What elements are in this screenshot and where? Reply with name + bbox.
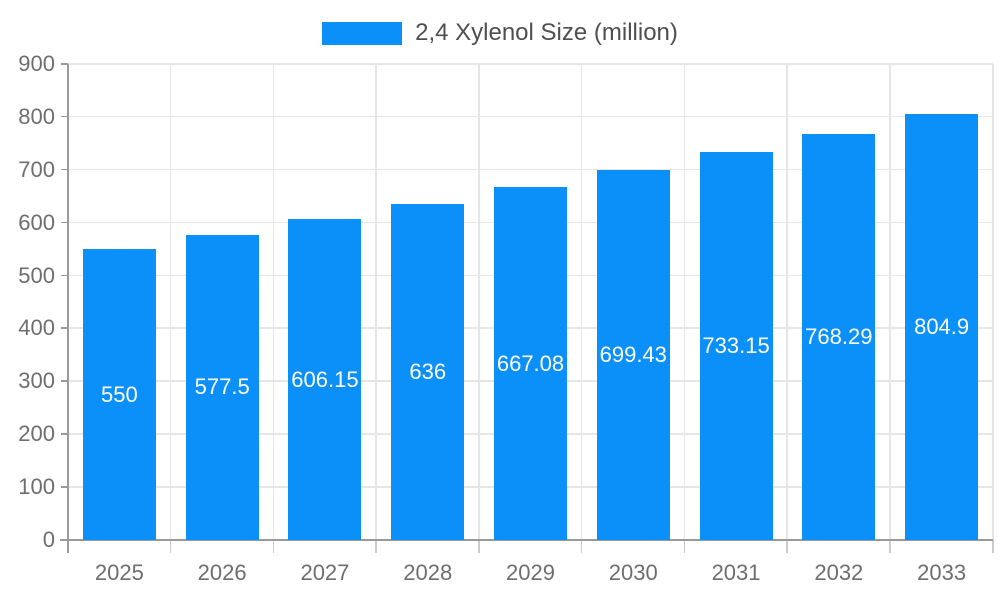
x-gridline bbox=[169, 64, 172, 540]
y-gridline bbox=[68, 115, 993, 118]
bar-value-label: 577.5 bbox=[194, 374, 250, 400]
y-axis-tick bbox=[61, 274, 68, 277]
y-axis-tick bbox=[61, 115, 68, 118]
y-axis-tick bbox=[61, 380, 68, 382]
x-gridline bbox=[375, 64, 377, 540]
y-axis-label: 200 bbox=[18, 421, 55, 447]
y-axis-tick bbox=[61, 221, 68, 224]
x-axis-label-2026: 2026 bbox=[197, 560, 247, 585]
x-axis-tick bbox=[272, 540, 275, 553]
bar-value-label: 606.15 bbox=[291, 366, 359, 392]
bar-2025[interactable] bbox=[82, 249, 156, 540]
x-axis-tick bbox=[992, 540, 994, 553]
bar-2029[interactable] bbox=[494, 187, 567, 540]
x-axis-tick bbox=[580, 540, 583, 553]
y-axis-label: 600 bbox=[18, 209, 55, 235]
x-axis-tick bbox=[375, 540, 377, 553]
y-axis-tick bbox=[61, 168, 68, 171]
bar-2026[interactable] bbox=[185, 234, 259, 540]
y-axis-label: 400 bbox=[18, 315, 55, 341]
bar-value-label: 550 bbox=[101, 381, 138, 407]
x-axis-label-2033: 2033 bbox=[917, 560, 967, 585]
bar-2030[interactable] bbox=[596, 170, 670, 540]
y-axis-label: 100 bbox=[18, 474, 55, 500]
x-axis-label-2031: 2031 bbox=[711, 560, 761, 585]
x-axis-tick bbox=[683, 540, 686, 553]
y-axis-label: 700 bbox=[18, 156, 55, 182]
bar-2031[interactable] bbox=[699, 152, 773, 540]
bar-value-label: 768.29 bbox=[805, 323, 873, 349]
x-gridline bbox=[272, 64, 275, 540]
y-axis-tick bbox=[61, 327, 68, 329]
y-axis-label: 300 bbox=[18, 368, 55, 394]
x-axis-tick bbox=[889, 540, 891, 553]
y-axis-tick bbox=[61, 63, 68, 65]
x-gridline bbox=[580, 64, 583, 540]
bar-value-label: 699.43 bbox=[599, 342, 667, 368]
x-axis-label-2025: 2025 bbox=[94, 560, 144, 585]
x-axis-tick bbox=[786, 540, 788, 553]
y-gridline bbox=[68, 168, 993, 171]
bar-value-label: 804.9 bbox=[914, 314, 970, 340]
x-gridline bbox=[889, 64, 891, 540]
bar-2028[interactable] bbox=[391, 203, 465, 540]
x-gridline bbox=[992, 64, 994, 540]
y-axis-line bbox=[67, 64, 69, 553]
x-axis-label-2029: 2029 bbox=[506, 560, 555, 585]
x-axis-tick bbox=[169, 540, 172, 553]
x-gridline bbox=[786, 64, 788, 540]
y-axis-tick bbox=[61, 433, 68, 435]
bar-2027[interactable] bbox=[288, 219, 362, 540]
x-axis-label-2030: 2030 bbox=[608, 560, 658, 585]
bar-value-label: 636 bbox=[409, 358, 447, 384]
y-axis-label: 800 bbox=[18, 103, 55, 129]
bar-value-label: 667.08 bbox=[496, 350, 565, 376]
y-axis-label: 0 bbox=[42, 527, 55, 552]
y-gridline bbox=[68, 63, 993, 65]
y-axis-label: 900 bbox=[18, 51, 55, 76]
x-axis-label-2028: 2028 bbox=[403, 560, 453, 585]
x-axis-label-2027: 2027 bbox=[300, 560, 350, 585]
bar-2032[interactable] bbox=[802, 133, 876, 540]
bar-2033[interactable] bbox=[905, 114, 979, 540]
legend[interactable]: 2,4 Xylenol Size (million) bbox=[0, 18, 1000, 48]
x-gridline bbox=[683, 64, 686, 540]
y-axis-label: 500 bbox=[18, 262, 55, 288]
x-axis-label-2032: 2032 bbox=[814, 560, 864, 585]
x-gridline bbox=[478, 64, 480, 540]
legend-label: 2,4 Xylenol Size (million) bbox=[415, 19, 678, 46]
bar-value-label: 733.15 bbox=[702, 333, 770, 359]
y-axis-tick bbox=[61, 486, 68, 488]
x-axis-tick bbox=[478, 540, 480, 553]
legend-swatch bbox=[322, 21, 403, 45]
